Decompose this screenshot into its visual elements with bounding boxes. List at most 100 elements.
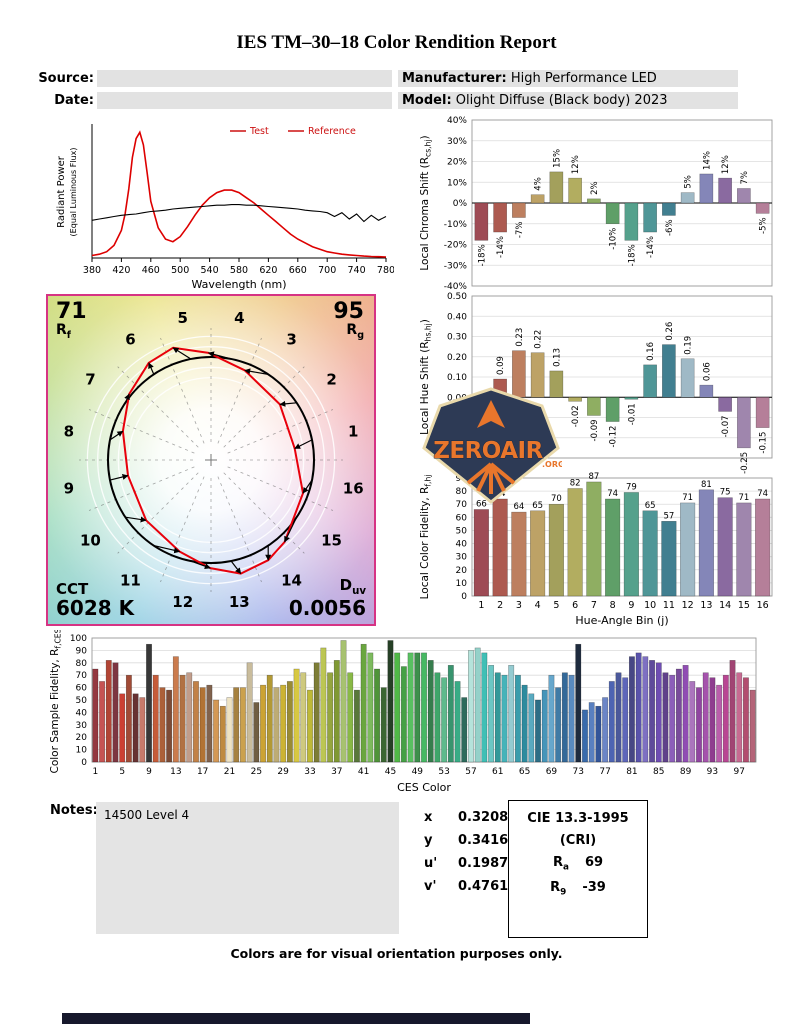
svg-text:4: 4 (234, 309, 244, 327)
svg-text:-0.15: -0.15 (759, 432, 769, 454)
cie-subtitle: (CRI) (559, 833, 597, 848)
svg-text:500: 500 (171, 265, 189, 276)
svg-text:10%: 10% (447, 178, 467, 188)
svg-text:21: 21 (224, 767, 235, 777)
svg-text:-18%: -18% (477, 244, 487, 266)
cie-title: CIE 13.3-1995 (527, 811, 629, 826)
svg-text:2%: 2% (590, 181, 600, 195)
svg-text:10: 10 (456, 579, 468, 589)
svg-text:16: 16 (757, 600, 769, 611)
svg-text:420: 420 (112, 265, 130, 276)
svg-text:14: 14 (719, 600, 731, 611)
svg-text:0.16: 0.16 (646, 342, 656, 361)
svg-text:CES Color: CES Color (397, 781, 451, 794)
rf-block: 71 Rf (56, 300, 87, 341)
svg-text:85: 85 (653, 767, 664, 777)
svg-text:-18%: -18% (627, 244, 637, 266)
cct-value: 6028 K (56, 596, 135, 620)
svg-text:79: 79 (626, 482, 637, 492)
spd-chart: 380 420 460 500 540 580 620 660 700 740 780 Wavelen… (56, 124, 394, 291)
svg-text:45: 45 (385, 767, 396, 777)
svg-text:0: 0 (81, 758, 87, 768)
svg-text:33: 33 (304, 767, 315, 777)
svg-text:-7%: -7% (515, 222, 525, 239)
svg-text:13: 13 (170, 767, 181, 777)
svg-text:14%: 14% (702, 151, 712, 170)
svg-text:8: 8 (64, 423, 74, 441)
svg-text:0.19: 0.19 (684, 336, 694, 355)
r9-label: R9 (550, 879, 567, 898)
svg-text:80: 80 (76, 659, 88, 669)
svg-text:1: 1 (478, 600, 484, 611)
svg-text:41: 41 (358, 767, 369, 777)
svg-text:71: 71 (682, 493, 693, 503)
manufacturer-value: High Performance LED (510, 71, 657, 86)
svg-text:380: 380 (83, 265, 101, 276)
rf-label: Rf (56, 322, 71, 341)
svg-text:11: 11 (120, 572, 141, 590)
cie-ra-row: Ra 69 (509, 855, 647, 873)
svg-text:2: 2 (326, 370, 336, 388)
manufacturer-field: Manufacturer: High Performance LED (398, 70, 738, 87)
svg-text:40: 40 (456, 540, 468, 550)
svg-text:20%: 20% (447, 158, 467, 168)
svg-text:66: 66 (476, 499, 487, 509)
notes-label: Notes: (50, 803, 98, 818)
svg-text:0.13: 0.13 (552, 348, 562, 367)
notes-text: 14500 Level 4 (104, 808, 190, 822)
svg-text:Radiant Power: Radiant Power (56, 155, 67, 228)
svg-text:13: 13 (229, 593, 250, 611)
svg-text:70: 70 (76, 671, 88, 681)
local-chroma-shift-chart: -40% -30% -20% -10% 0% 10% 20% 30% 40% -18% -14% -7… (419, 116, 773, 292)
svg-text:17: 17 (197, 767, 208, 777)
svg-text:77: 77 (599, 767, 610, 777)
r9-value: -39 (582, 879, 606, 895)
svg-text:0.00: 0.00 (447, 393, 467, 403)
svg-text:69: 69 (546, 767, 558, 777)
svg-text:20: 20 (76, 733, 88, 743)
svg-text:4%: 4% (534, 177, 544, 191)
svg-text:-0.20: -0.20 (444, 434, 468, 444)
svg-text:10: 10 (76, 746, 88, 756)
svg-text:7%: 7% (740, 171, 750, 185)
svg-text:90: 90 (76, 646, 88, 656)
rg-label: Rg (346, 322, 364, 341)
svg-text:-0.25: -0.25 (740, 452, 750, 474)
svg-text:20: 20 (456, 566, 468, 576)
svg-text:9: 9 (64, 479, 74, 497)
chromaticity-u-row: u' 0.1987 (424, 856, 509, 871)
svg-text:-10%: -10% (609, 228, 619, 250)
svg-text:780: 780 (377, 265, 394, 276)
svg-text:-0.06: -0.06 (477, 413, 487, 435)
svg-text:70: 70 (456, 500, 468, 510)
ra-value: 69 (584, 855, 604, 870)
svg-text:12%: 12% (721, 155, 731, 174)
svg-text:74: 74 (607, 489, 618, 499)
model-label: Model: (402, 93, 452, 108)
svg-text:97: 97 (734, 767, 745, 777)
svg-text:-30%: -30% (444, 261, 468, 271)
svg-text:0: 0 (461, 592, 467, 602)
svg-text:14: 14 (281, 572, 302, 590)
svg-text:64: 64 (513, 502, 524, 512)
duv-label: Duv (339, 576, 366, 598)
svg-text:25: 25 (251, 767, 262, 777)
svg-text:82: 82 (570, 478, 581, 488)
svg-text:0.22: 0.22 (534, 330, 544, 349)
svg-text:50: 50 (76, 696, 88, 706)
svg-text:11: 11 (663, 600, 675, 611)
svg-text:5: 5 (553, 600, 559, 611)
svg-text:Local Chroma Shift (Rcs,hj): Local Chroma Shift (Rcs,hj) (419, 135, 433, 270)
svg-text:0.09: 0.09 (496, 356, 506, 375)
svg-text:61: 61 (492, 767, 503, 777)
svg-text:65: 65 (645, 501, 656, 511)
rg-value: 95 (333, 299, 364, 324)
svg-text:-6%: -6% (665, 219, 675, 236)
svg-text:90: 90 (456, 474, 468, 484)
cct-label: CCT (56, 580, 89, 599)
svg-text:15: 15 (321, 532, 342, 550)
source-value-box (97, 70, 392, 87)
svg-text:40%: 40% (447, 116, 467, 126)
